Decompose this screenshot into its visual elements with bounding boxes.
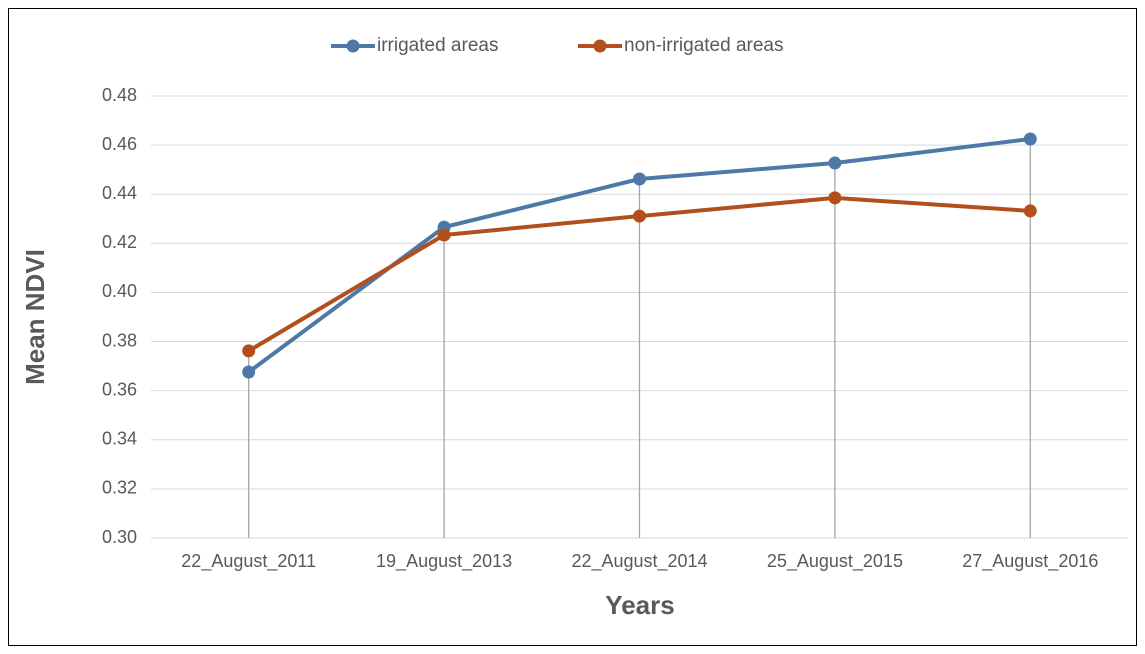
data-point [633,209,646,223]
legend-label: irrigated areas [377,35,498,56]
y-tick-label: 0.36 [102,379,137,399]
data-point [242,365,256,379]
x-tick-label: 25_August_2015 [767,551,903,572]
data-point [242,344,256,358]
y-tick-label: 0.46 [102,134,137,154]
y-tick-label: 0.32 [102,478,137,498]
data-point [828,191,842,205]
x-axis-title: Years [605,590,674,620]
legend-label: non-irrigated areas [624,35,783,56]
y-tick-label: 0.48 [102,85,137,105]
x-tick-label: 19_August_2013 [376,551,512,572]
y-tick-label: 0.34 [102,429,137,449]
data-point [1023,132,1037,146]
y-tick-label: 0.30 [102,527,137,547]
chart-border [8,8,1137,646]
legend-marker [593,39,607,53]
data-point [633,172,646,186]
y-tick-label: 0.38 [102,330,137,350]
y-axis-title: Mean NDVI [20,249,50,385]
data-point [1023,204,1037,218]
data-point [828,156,842,170]
y-tick-label: 0.42 [102,232,137,252]
legend-marker [346,39,360,53]
y-tick-label: 0.44 [102,183,137,203]
x-tick-label: 27_August_2016 [962,551,1098,572]
x-tick-label: 22_August_2014 [571,551,707,572]
data-point [437,228,451,242]
x-tick-label: 22_August_2011 [181,551,316,572]
y-tick-label: 0.40 [102,281,137,301]
